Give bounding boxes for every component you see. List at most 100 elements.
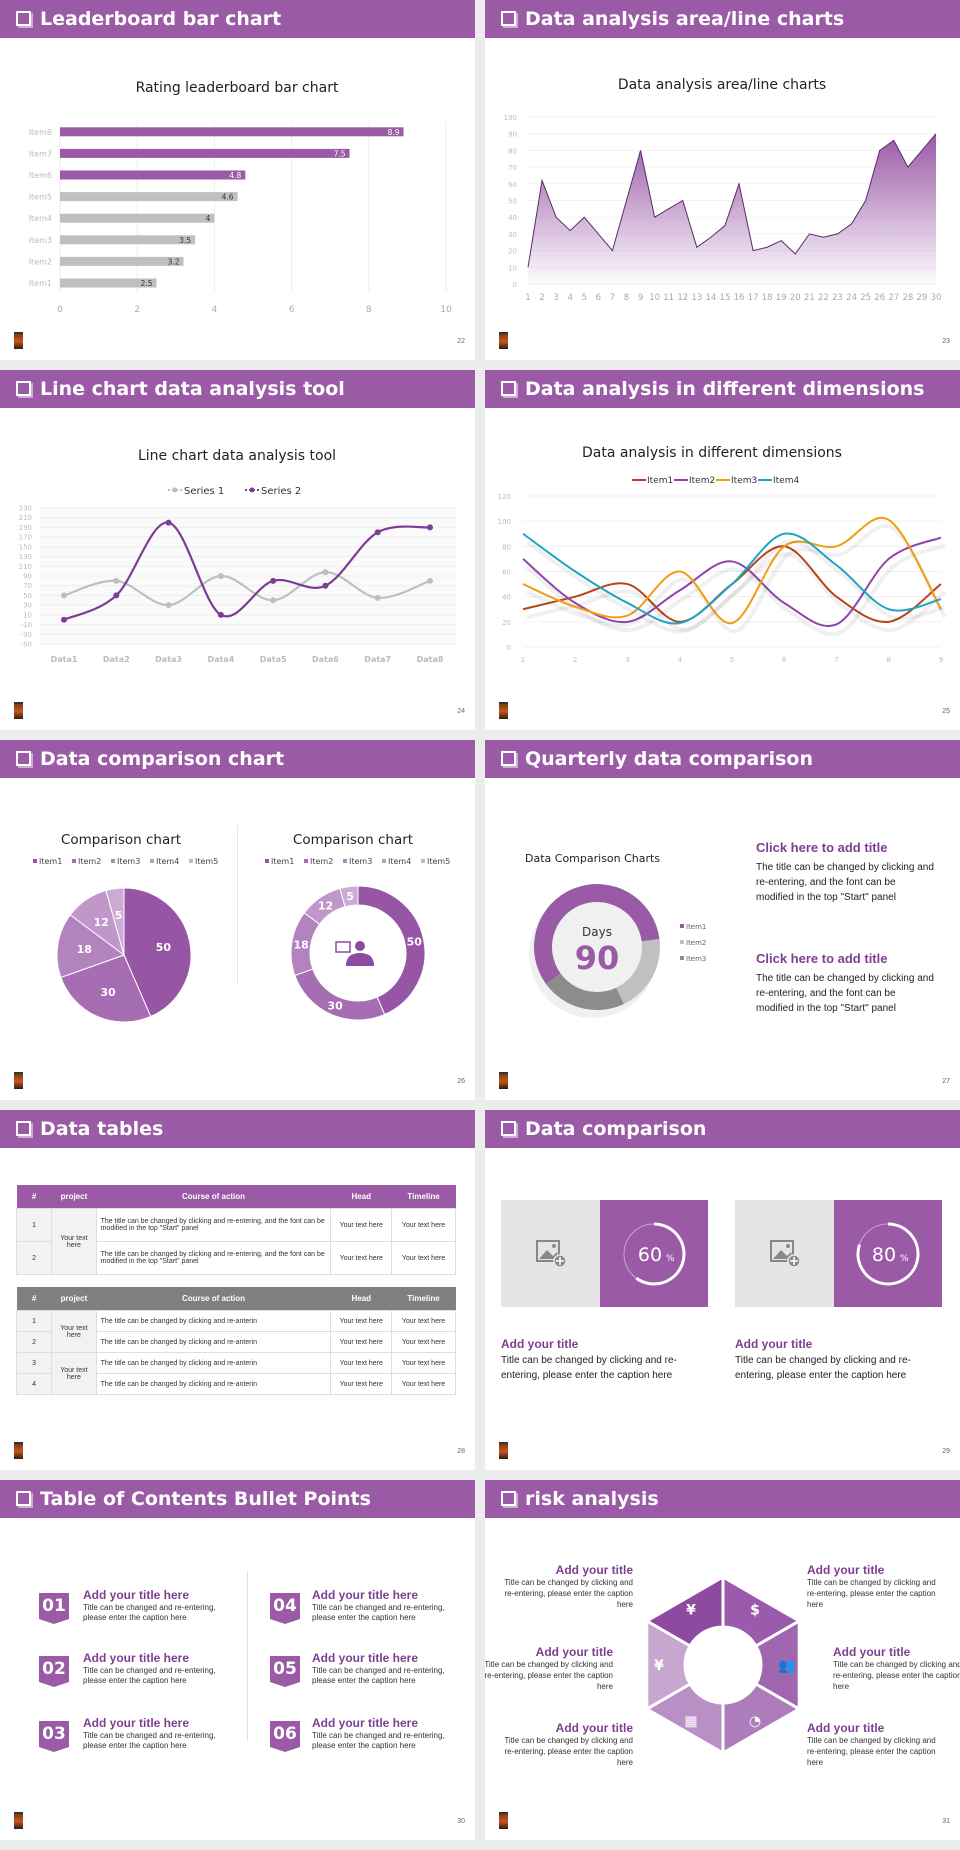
column-header: project xyxy=(60,1192,88,1201)
series-line xyxy=(63,521,431,621)
tick-label: 26 xyxy=(874,293,885,303)
tick-label: 5 xyxy=(730,656,734,664)
page-number: 25 xyxy=(942,708,950,715)
slide-header: Table of Contents Bullet Points xyxy=(0,1480,475,1518)
column-header: Timeline xyxy=(407,1192,440,1201)
tick-label: 0 xyxy=(507,644,511,652)
multi-line-chart: Data analysis in different dimensions 0 20… xyxy=(498,445,947,664)
data-point xyxy=(270,597,277,604)
page-number: 22 xyxy=(457,338,465,345)
risk-text: Title can be changed by clicking and re-… xyxy=(807,1578,936,1609)
tick-label: 130 xyxy=(19,553,32,561)
pie-chart: Comparison chart Item1 Item2 Item3 Item4 Item… xyxy=(33,832,450,1023)
progress-value: 80 xyxy=(872,1244,896,1266)
slide-title: risk analysis xyxy=(525,1488,659,1510)
column-header: Timeline xyxy=(407,1294,440,1303)
bar xyxy=(60,256,184,266)
cycle-segment xyxy=(645,1619,692,1711)
center-value: 90 xyxy=(575,939,620,977)
tick-label: 40 xyxy=(508,214,517,222)
legend-label: Item4 xyxy=(773,476,799,486)
chart-title: Comparison chart xyxy=(293,832,413,848)
table-cell: Your text here xyxy=(330,1208,393,1242)
slice xyxy=(616,939,660,1004)
divider xyxy=(237,825,238,985)
slide-data-comparison: Data comparison 60% Add your title Title… xyxy=(485,1110,960,1470)
tick-label: 3 xyxy=(625,656,629,664)
tick-label: 16 xyxy=(734,293,745,303)
risk-title: Add your title xyxy=(555,1563,633,1577)
tick-label: 11 xyxy=(663,293,674,303)
legend-label: Item3 xyxy=(117,857,140,866)
risk-text: Title can be changed by clicking and re-… xyxy=(485,1660,613,1691)
data-label: 4 xyxy=(206,214,211,223)
slice xyxy=(534,884,660,985)
legend-swatch xyxy=(680,924,684,928)
tick-label: -10 xyxy=(21,621,32,629)
table-row: 1 Your text here The title can be changed … xyxy=(15,1310,456,1353)
toc-text: Title can be changed and re-entering, pl… xyxy=(312,1731,445,1750)
data-label: 5 xyxy=(346,890,354,903)
hand-money-icon: ¥ xyxy=(654,1658,664,1674)
slide-header: Data comparison xyxy=(485,1110,960,1148)
checkbox-icon xyxy=(16,751,31,766)
area-line xyxy=(527,133,937,268)
risk-text: Title can be changed by clicking and re-… xyxy=(833,1660,960,1691)
data-label: 4.8 xyxy=(229,171,241,180)
progress-value: 60 xyxy=(638,1244,662,1266)
tick-label: 2 xyxy=(539,293,544,303)
logo-icon xyxy=(14,332,23,349)
risk-text: Title can be changed by clicking and re-… xyxy=(807,1736,936,1767)
screen xyxy=(335,941,351,953)
slide-title: Data comparison chart xyxy=(40,748,285,770)
bar xyxy=(60,170,246,180)
data-point xyxy=(217,573,224,579)
slide-header: Data tables xyxy=(0,1110,475,1148)
data-point xyxy=(322,582,329,589)
image-placeholder[interactable] xyxy=(735,1200,834,1307)
slide-leaderboard: Leaderboard bar chart Rating leaderboard… xyxy=(0,0,475,360)
table-cell: Your text here xyxy=(51,1208,97,1275)
slide-header: Data analysis area/line charts xyxy=(485,0,960,38)
series-shadow xyxy=(526,523,947,634)
toc-text: Title can be changed and re-entering, pl… xyxy=(83,1603,216,1622)
body xyxy=(346,953,374,966)
category-label: Item3 xyxy=(29,236,52,245)
category-label: Item7 xyxy=(29,149,52,158)
slide-dimensions-chart: Data analysis in different dimensions Da… xyxy=(485,370,960,730)
data-label: 3.2 xyxy=(168,257,180,266)
table-row: 3 Your text here The title can be changed … xyxy=(15,1352,456,1395)
checkbox-icon xyxy=(501,751,516,766)
tick-label: 90 xyxy=(508,131,517,139)
page-number: 24 xyxy=(457,708,465,715)
page-number: 28 xyxy=(457,1448,465,1455)
slide-header: risk analysis xyxy=(485,1480,960,1518)
risk-item: Add your title Title can be changed by cl… xyxy=(493,1563,633,1610)
tick-label: 50 xyxy=(23,592,32,600)
data-label: 18 xyxy=(293,938,308,951)
data-point xyxy=(270,577,277,584)
slide-title: Table of Contents Bullet Points xyxy=(40,1488,371,1510)
legend-swatch xyxy=(680,940,684,944)
tick-label: 10 xyxy=(508,264,517,272)
tick-label: 40 xyxy=(502,594,511,602)
checkbox-icon xyxy=(16,11,31,26)
comparison-text: Title can be changed by clicking and re-… xyxy=(735,1355,911,1381)
checkbox-icon xyxy=(501,381,516,396)
tick-label: 190 xyxy=(19,524,32,532)
table-cell: Your text here xyxy=(391,1352,456,1374)
column-header: # xyxy=(31,1192,37,1201)
tick-label: 120 xyxy=(498,493,511,501)
logo-icon xyxy=(14,1072,23,1089)
chart-title: Data analysis area/line charts xyxy=(618,77,826,93)
checkbox-icon xyxy=(501,11,516,26)
legend-label: Item4 xyxy=(388,857,411,866)
legend-label: Series 1 xyxy=(184,486,224,497)
block-title: Click here to add title xyxy=(756,840,888,855)
tick-label: 22 xyxy=(818,293,829,303)
tick-label: 0 xyxy=(57,305,63,315)
table-cell: The title can be changed by clicking and… xyxy=(95,1241,332,1275)
tick-label: 8 xyxy=(366,305,372,315)
image-placeholder[interactable] xyxy=(501,1200,600,1307)
number-badge: 02 xyxy=(39,1656,69,1687)
